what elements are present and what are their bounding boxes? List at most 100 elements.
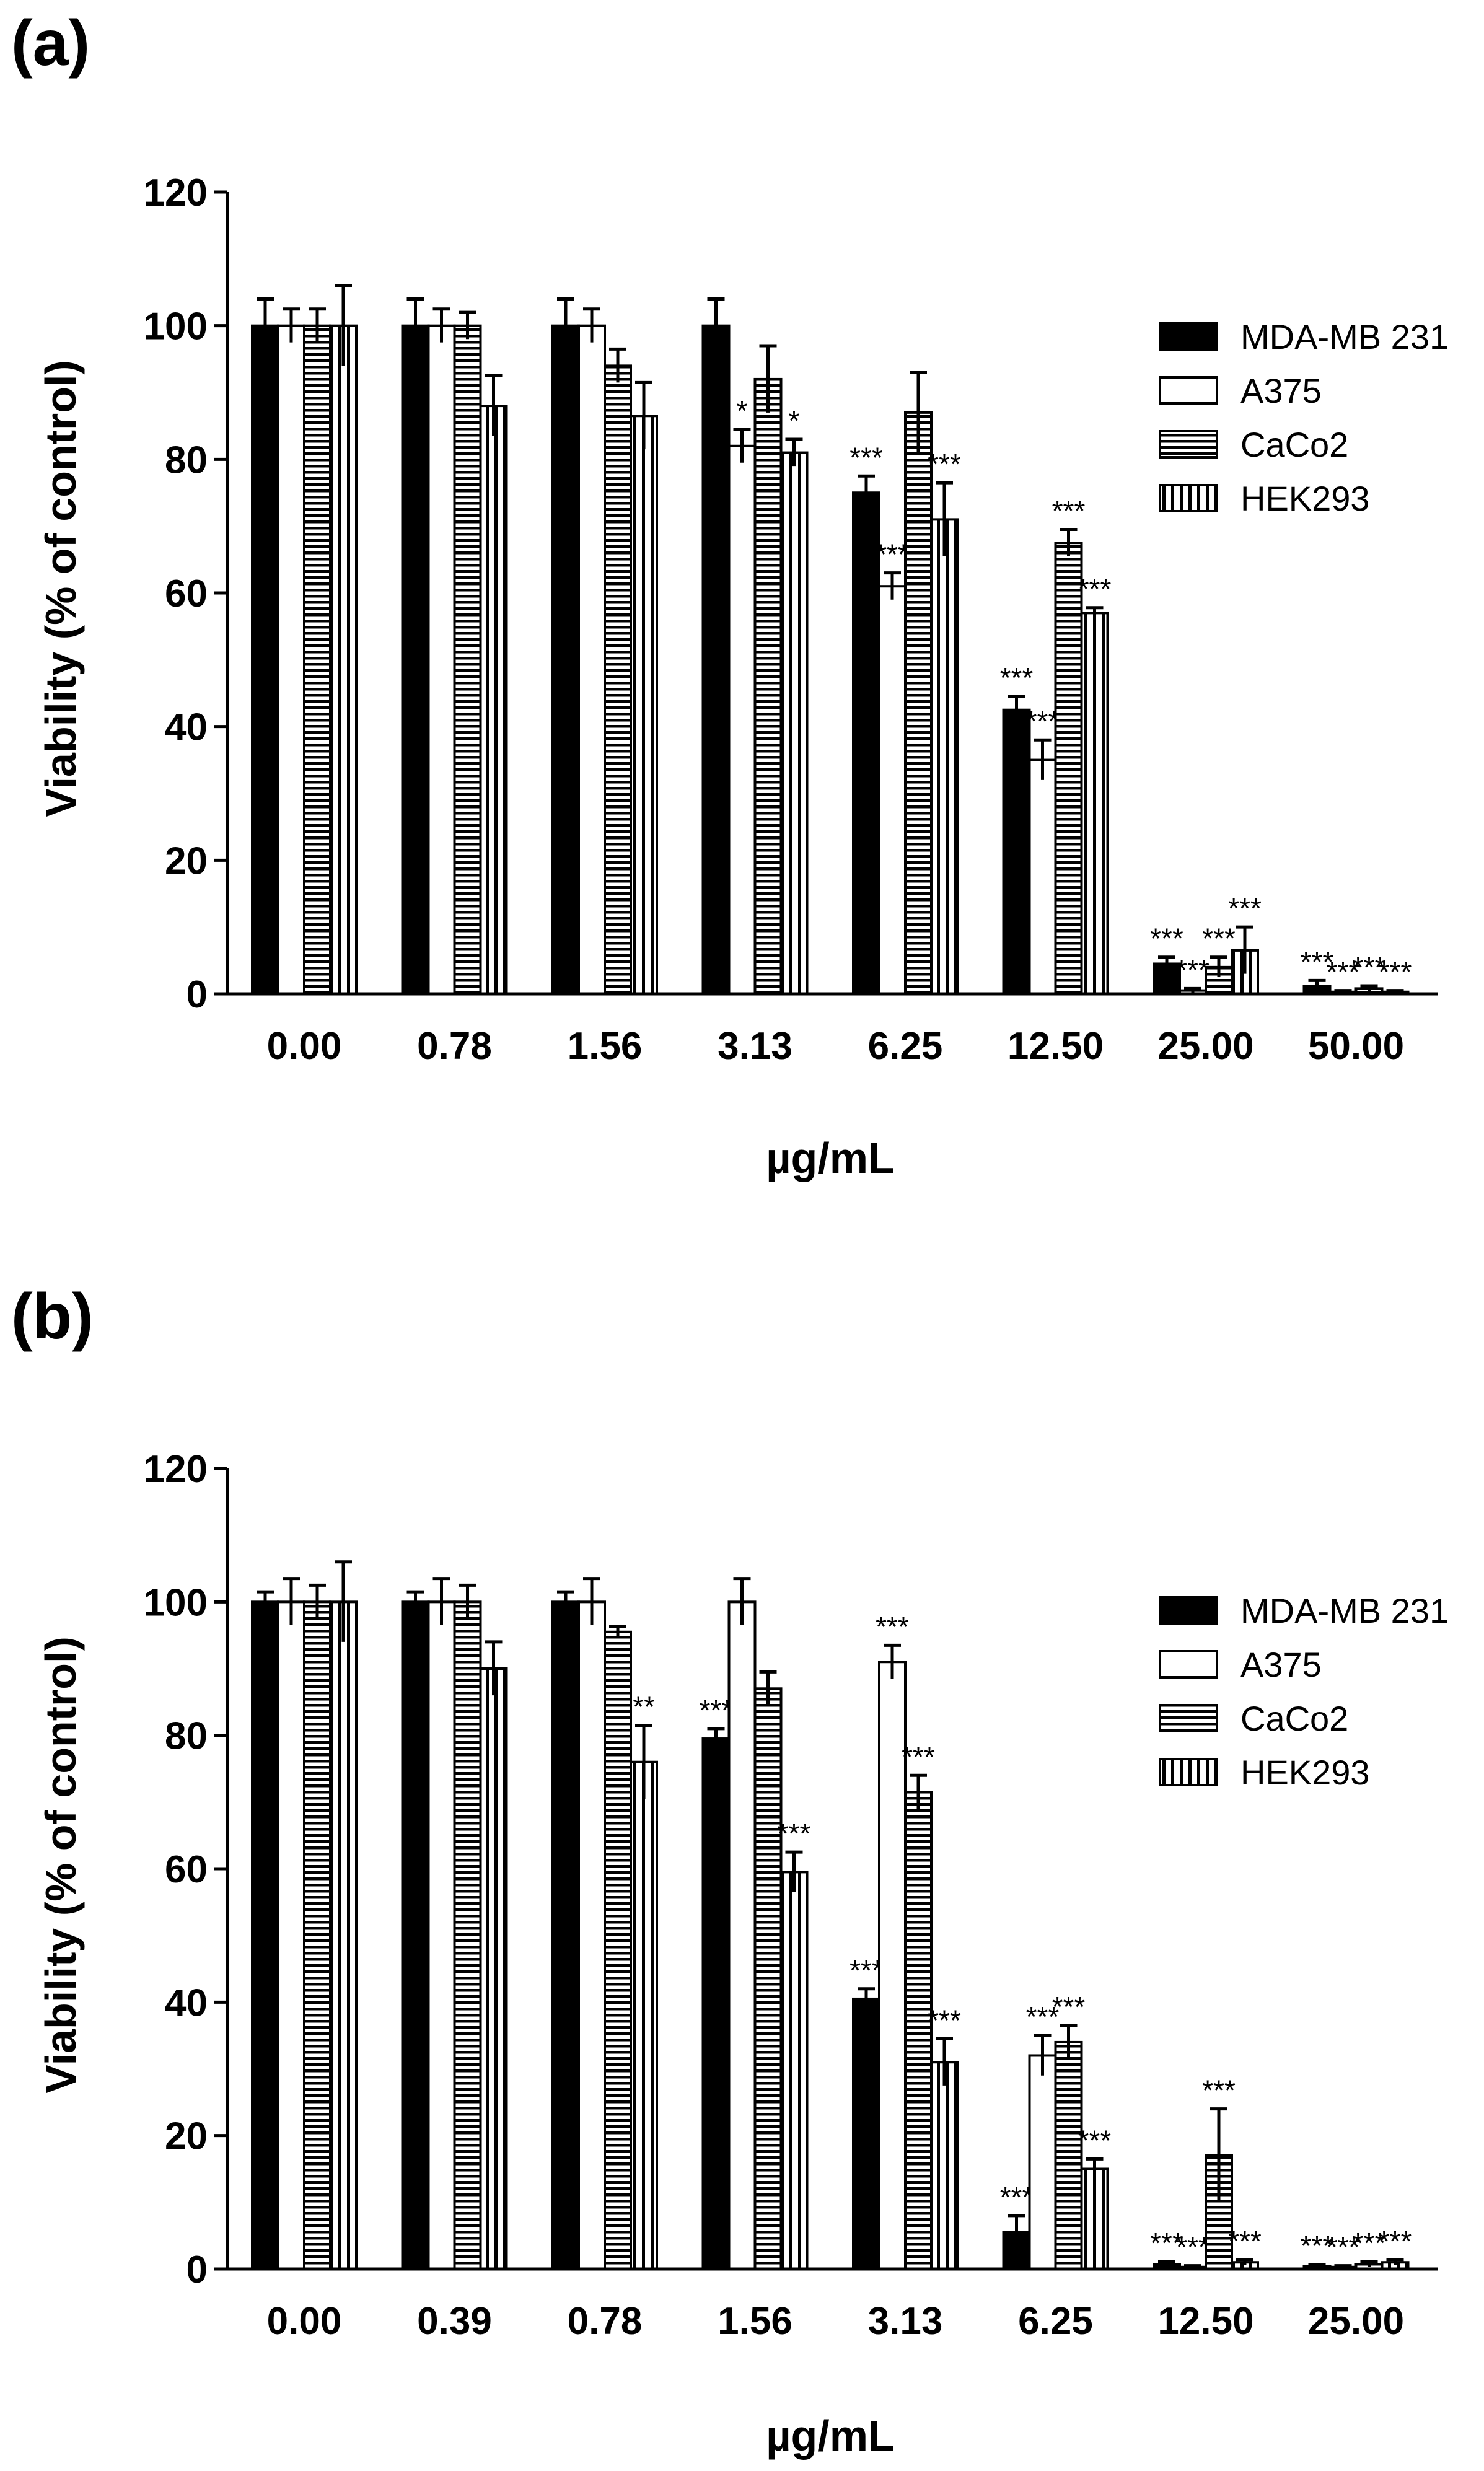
y-tick-label: 60 (165, 1848, 208, 1891)
panel-a-label: (a) (11, 7, 90, 79)
bar (329, 324, 358, 996)
bar (1080, 2167, 1109, 2270)
panel-a-y-axis-title: Viability (% of control) (37, 360, 85, 817)
x-tick-label: 12.50 (1157, 2300, 1253, 2343)
panel-b-x-axis: 0.00 0.39 0.78 1.56 3.13 6.25 12.50 25.00 (226, 2267, 1438, 2343)
x-tick-label: 6.25 (1018, 2300, 1093, 2343)
panel-b-legend: MDA-MB 231 A375 CaCo2 HEK293 (1159, 1591, 1449, 1792)
significance-label: *** (1327, 2231, 1360, 2263)
legend-label: HEK293 (1240, 1753, 1370, 1792)
legend-swatch (1159, 1758, 1218, 1786)
panel-a-y-axis: 0 20 40 60 80 100 120 (144, 172, 229, 1016)
x-tick-label: 0.78 (568, 2300, 643, 2343)
panel-a-legend: MDA-MB 231 A375 CaCo2 HEK293 (1159, 317, 1449, 518)
bar (479, 1667, 508, 2270)
bar (779, 1871, 809, 2270)
significance-label: *** (1150, 2227, 1183, 2259)
panel-a-bars: * ***************************************… (251, 284, 1412, 996)
bar (277, 324, 305, 996)
bar (604, 364, 632, 995)
bar (878, 585, 907, 995)
bar (701, 1737, 731, 2271)
significance-label: *** (928, 448, 961, 480)
legend-swatch (1159, 1704, 1218, 1732)
bar (551, 1600, 580, 2270)
significance-label: *** (1078, 2124, 1112, 2156)
bar (630, 1760, 658, 2271)
bar (1054, 2040, 1083, 2271)
bar (427, 1600, 456, 2270)
bar (479, 405, 508, 995)
significance-label: *** (902, 1740, 935, 1773)
y-tick-label: 60 (165, 573, 208, 615)
bar (277, 1600, 305, 2270)
bar (577, 1600, 606, 2270)
x-tick-label: 12.50 (1008, 1025, 1104, 1068)
legend-label: MDA-MB 231 (1240, 1591, 1449, 1630)
significance-label: *** (1150, 923, 1183, 955)
y-tick-label: 20 (165, 840, 208, 882)
legend-label: A375 (1240, 1645, 1322, 1684)
bar (401, 324, 430, 996)
legend-swatch (1159, 322, 1218, 351)
x-tick-label: 1.56 (718, 2300, 792, 2343)
bar (453, 1600, 482, 2270)
significance-label: *** (1078, 573, 1112, 605)
significance-label: *** (876, 538, 909, 571)
bar (1028, 2054, 1057, 2270)
bar (303, 1600, 331, 2270)
significance-label: *** (1000, 2181, 1034, 2213)
legend-label: CaCo2 (1240, 1699, 1348, 1738)
panel-a-x-axis-title: µg/mL (766, 1134, 895, 1182)
y-tick-label: 80 (165, 1715, 208, 1758)
y-tick-label: 100 (144, 1581, 208, 1624)
bar (727, 444, 757, 995)
bar (930, 2061, 959, 2271)
bar (303, 324, 331, 996)
bar (930, 518, 959, 995)
panel-b-y-axis: 0 20 40 60 80 100 120 (144, 1448, 229, 2291)
y-tick-label: 40 (165, 706, 208, 749)
bar (630, 415, 658, 995)
significance-label: *** (1301, 2229, 1334, 2262)
significance-label: *** (876, 1610, 909, 1643)
bar (1054, 542, 1083, 995)
x-tick-label: 25.00 (1308, 2300, 1404, 2343)
significance-label: *** (1176, 954, 1210, 986)
bar (401, 1600, 430, 2270)
significance-label: *** (778, 1817, 811, 1850)
bar (251, 324, 279, 996)
x-tick-label: 3.13 (718, 1025, 792, 1068)
y-tick-label: 0 (187, 2249, 208, 2291)
significance-label: *** (1327, 956, 1360, 988)
legend-swatch (1159, 430, 1218, 459)
bar (1080, 612, 1109, 995)
y-tick-label: 40 (165, 1982, 208, 2024)
bar (604, 1630, 632, 2271)
significance-label: ** (633, 1691, 655, 1723)
y-tick-label: 100 (144, 305, 208, 348)
x-tick-label: 25.00 (1157, 1025, 1253, 1068)
panel-a-x-axis: 0.00 0.78 1.56 3.13 6.25 12.50 25.00 50.00 (226, 992, 1438, 1068)
significance-label: *** (1379, 2225, 1412, 2257)
bar (753, 1687, 783, 2271)
bar (453, 324, 482, 996)
bar (427, 324, 456, 996)
x-tick-label: 0.00 (267, 1025, 342, 1068)
significance-label: * (737, 395, 748, 427)
significance-label: *** (1026, 705, 1060, 737)
significance-label: *** (1176, 2231, 1210, 2263)
bar (577, 324, 606, 996)
significance-label: *** (1000, 662, 1034, 694)
significance-label: *** (1052, 495, 1086, 527)
bar (753, 377, 783, 995)
significance-label: *** (850, 1954, 883, 1986)
significance-label: *** (1301, 946, 1334, 978)
bar (1002, 708, 1031, 996)
significance-label: *** (1353, 951, 1386, 983)
significance-label: *** (850, 441, 883, 473)
significance-label: *** (1202, 923, 1236, 955)
bar (852, 1997, 880, 2270)
panel-b-bars: ** **************************************… (251, 1560, 1412, 2271)
